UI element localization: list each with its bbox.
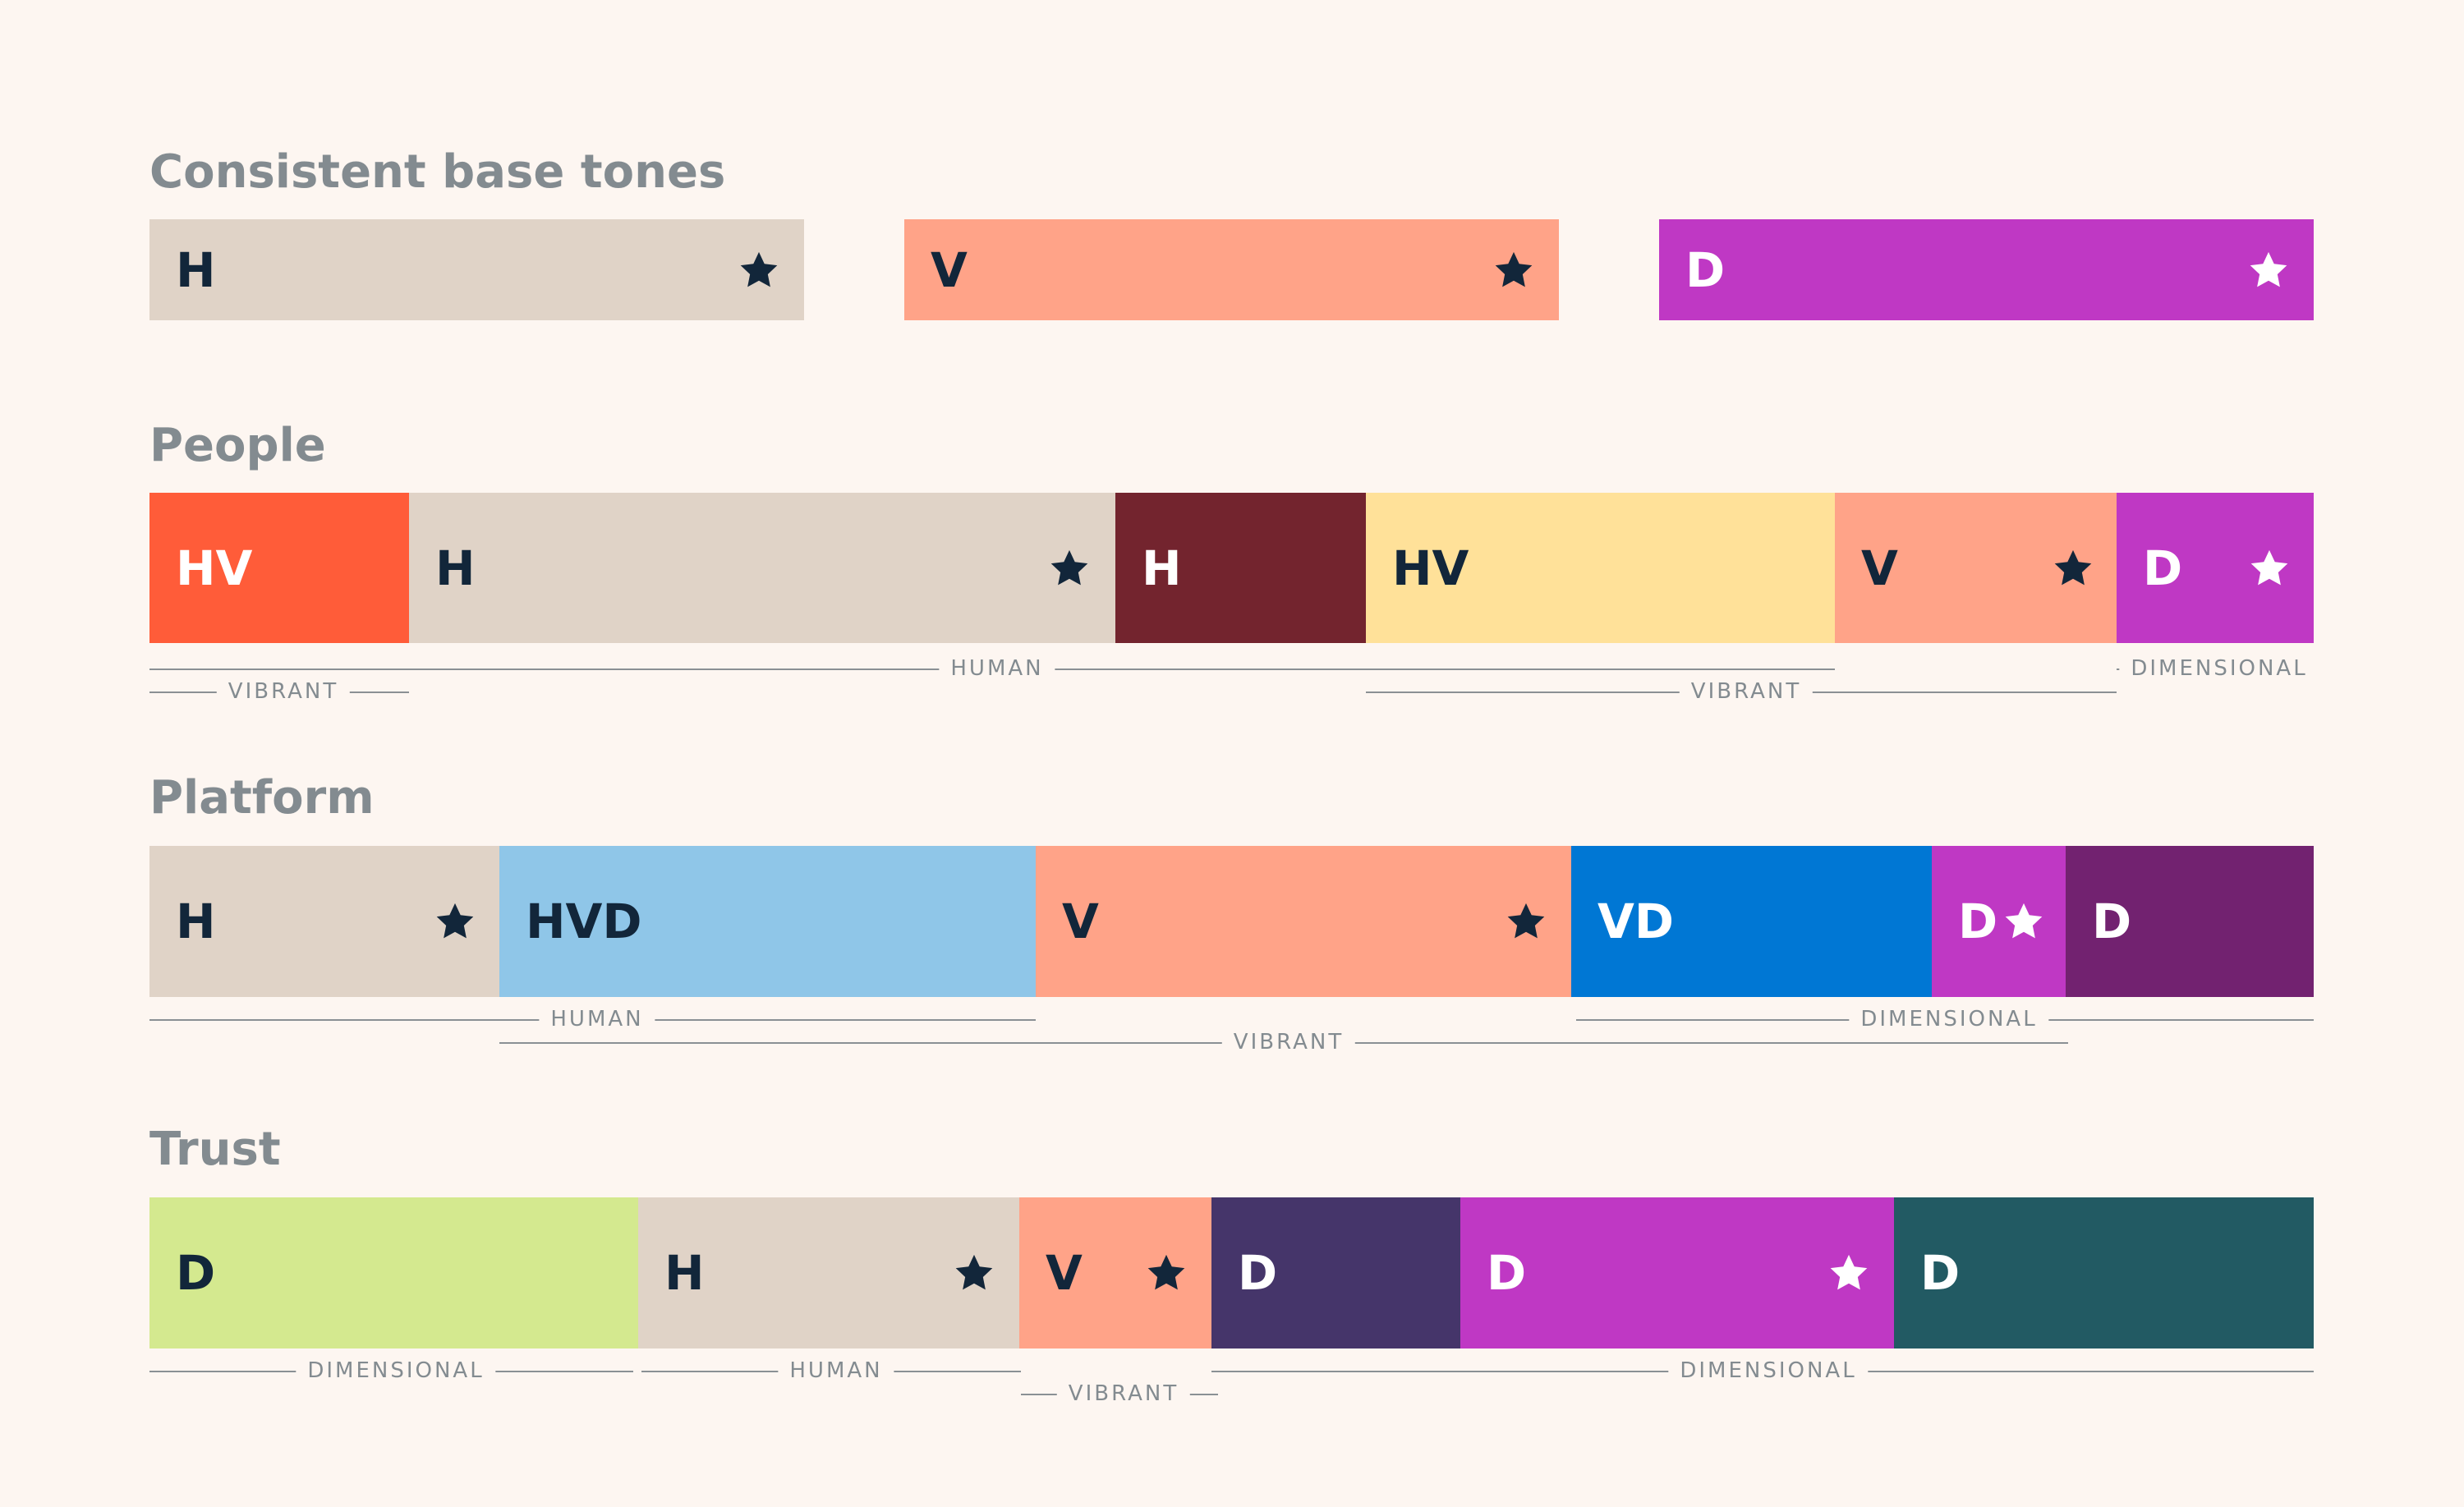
group-bracket: DIMENSIONAL (2117, 656, 2319, 681)
star-icon (1830, 1254, 1868, 1290)
group-bracket: HUMAN (149, 1007, 1036, 1031)
star-icon (2005, 903, 2043, 939)
color-segment: D (149, 1197, 638, 1348)
bracket-label: VIBRANT (216, 681, 351, 702)
bracket-label: HUMAN (939, 658, 1055, 679)
color-segment: D (1211, 1197, 1460, 1348)
segment-label: V (1062, 894, 1099, 949)
bracket-label: VIBRANT (1221, 1031, 1356, 1053)
bracket-label: DIMENSIONAL (2119, 658, 2319, 679)
color-segment: HV (1366, 493, 1835, 643)
group-bracket: DIMENSIONAL (1576, 1007, 2314, 1031)
group-bracket: VIBRANT (149, 679, 409, 704)
color-segment: D (1460, 1197, 1894, 1348)
color-segment: V (1036, 846, 1571, 997)
group-bracket: DIMENSIONAL (149, 1358, 633, 1383)
color-segment: H (409, 493, 1115, 643)
group-bracket: HUMAN (149, 656, 1835, 681)
group-bracket: VIBRANT (499, 1030, 2068, 1054)
segment-label: D (2092, 894, 2132, 949)
segment-label: V (931, 241, 968, 298)
section-title-platform: Platform (149, 771, 375, 825)
star-icon (1507, 903, 1545, 939)
segment-label: HV (1392, 540, 1469, 596)
section-title-people: People (149, 419, 326, 472)
color-segment: D (1659, 219, 2314, 320)
group-bracket: VIBRANT (1021, 1381, 1218, 1406)
color-segment: H (149, 846, 499, 997)
star-icon (955, 1254, 993, 1290)
segment-label: V (1861, 540, 1898, 596)
segment-label: D (176, 1245, 216, 1301)
section-title-base-tones: Consistent base tones (149, 145, 726, 199)
group-bracket: HUMAN (641, 1358, 1021, 1383)
color-segment: H (1115, 493, 1366, 643)
bracket-label: VIBRANT (1056, 1383, 1191, 1404)
segment-label: H (176, 894, 216, 949)
star-icon (2054, 549, 2092, 585)
color-segment: HVD (499, 846, 1036, 997)
bracket-label: DIMENSIONAL (1668, 1360, 1869, 1381)
palette-bar: H HVD V VD D D (149, 846, 2314, 997)
group-bracket: DIMENSIONAL (1211, 1358, 2314, 1383)
section-title-trust: Trust (149, 1123, 281, 1176)
star-icon (2250, 549, 2288, 585)
star-icon (740, 251, 778, 287)
bracket-label: VIBRANT (1679, 681, 1814, 702)
color-segment: D (2066, 846, 2314, 997)
segment-label: D (1487, 1245, 1527, 1301)
color-segment: V (1835, 493, 2117, 643)
bracket-label: DIMENSIONAL (1849, 1008, 2049, 1030)
segment-label: D (1685, 241, 1726, 298)
color-segment: D (2117, 493, 2314, 643)
color-segment: D (1932, 846, 2066, 997)
color-segment: V (904, 219, 1559, 320)
segment-label: HVD (526, 894, 642, 949)
bracket-label: HUMAN (778, 1360, 894, 1381)
segment-label: D (2143, 540, 2183, 596)
segment-label: V (1046, 1245, 1083, 1301)
palette-bar: HV H H HV V D (149, 493, 2314, 643)
color-segment: VD (1571, 846, 1932, 997)
bracket-label: HUMAN (539, 1008, 655, 1030)
star-icon (1050, 549, 1088, 585)
segment-label: H (664, 1245, 705, 1301)
segment-label: VD (1597, 894, 1675, 949)
star-icon (2250, 251, 2287, 287)
group-bracket: VIBRANT (1366, 679, 2117, 704)
segment-label: HV (176, 540, 253, 596)
segment-label: H (435, 540, 476, 596)
star-icon (1147, 1254, 1185, 1290)
segment-label: H (176, 241, 216, 298)
color-segment: H (149, 219, 804, 320)
segment-label: D (1920, 1245, 1961, 1301)
bracket-label: DIMENSIONAL (296, 1360, 496, 1381)
star-icon (436, 903, 474, 939)
segment-label: D (1238, 1245, 1278, 1301)
color-segment: HV (149, 493, 409, 643)
color-segment: V (1019, 1197, 1211, 1348)
star-icon (1495, 251, 1533, 287)
segment-label: D (1958, 894, 1998, 949)
segment-label: H (1142, 540, 1182, 596)
color-segment: H (638, 1197, 1019, 1348)
color-segment: D (1894, 1197, 2314, 1348)
